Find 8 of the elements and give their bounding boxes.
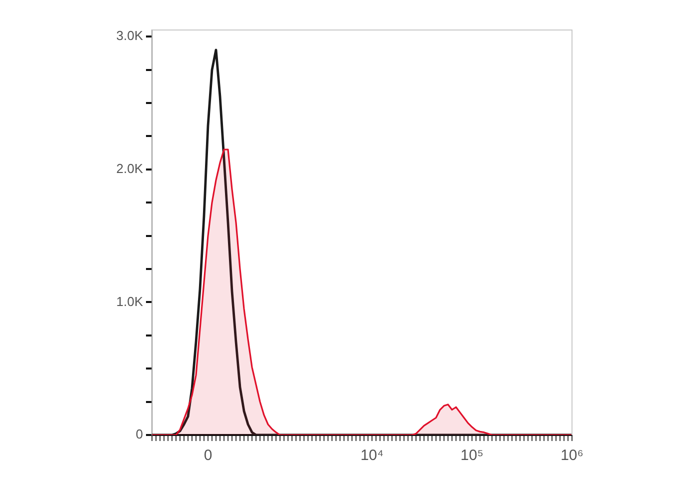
- x-tick-label: 0: [204, 447, 212, 464]
- y-tick-label: 0: [136, 426, 143, 442]
- x-tick-label: 10⁴: [360, 447, 384, 464]
- y-tick-label: 3.0K: [116, 28, 144, 44]
- x-tick-label: 10⁵: [460, 447, 484, 464]
- y-tick-label: 2.0K: [116, 161, 144, 176]
- y-tick-label: 1.0K: [116, 294, 144, 309]
- x-tick-label: 10⁶: [560, 447, 584, 464]
